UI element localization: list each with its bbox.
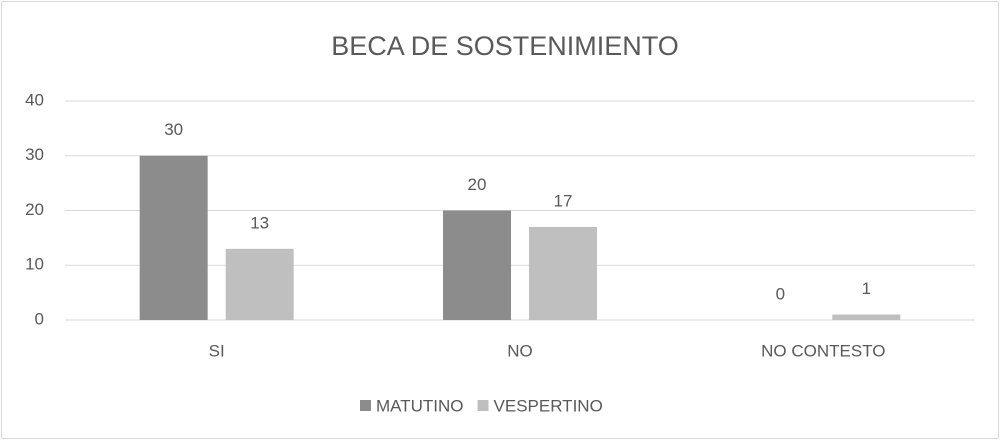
data-label: 20 <box>468 175 487 194</box>
legend-label: VESPERTINO <box>494 396 603 415</box>
data-label: 1 <box>862 279 871 298</box>
legend-swatch <box>360 400 371 411</box>
x-tick-label: NO CONTESTO <box>761 341 885 360</box>
y-tick-label: 40 <box>25 90 44 109</box>
bar <box>225 248 294 320</box>
data-label: 30 <box>164 120 183 139</box>
y-tick-label: 20 <box>25 200 44 219</box>
y-tick-label: 10 <box>25 255 44 274</box>
data-label: 17 <box>554 191 573 210</box>
data-label: 0 <box>776 284 785 303</box>
y-tick-label: 30 <box>25 145 44 164</box>
bar <box>832 314 901 320</box>
x-tick-label: NO <box>507 341 533 360</box>
y-tick-label: 0 <box>35 309 44 328</box>
chart-title: BECA DE SOSTENIMIENTO <box>331 31 679 61</box>
x-tick-label: SI <box>209 341 225 360</box>
bar <box>139 155 208 320</box>
legend-label: MATUTINO <box>376 396 464 415</box>
data-label: 13 <box>250 213 269 232</box>
bar <box>529 226 597 320</box>
bar <box>443 210 511 320</box>
legend-swatch <box>477 400 489 411</box>
